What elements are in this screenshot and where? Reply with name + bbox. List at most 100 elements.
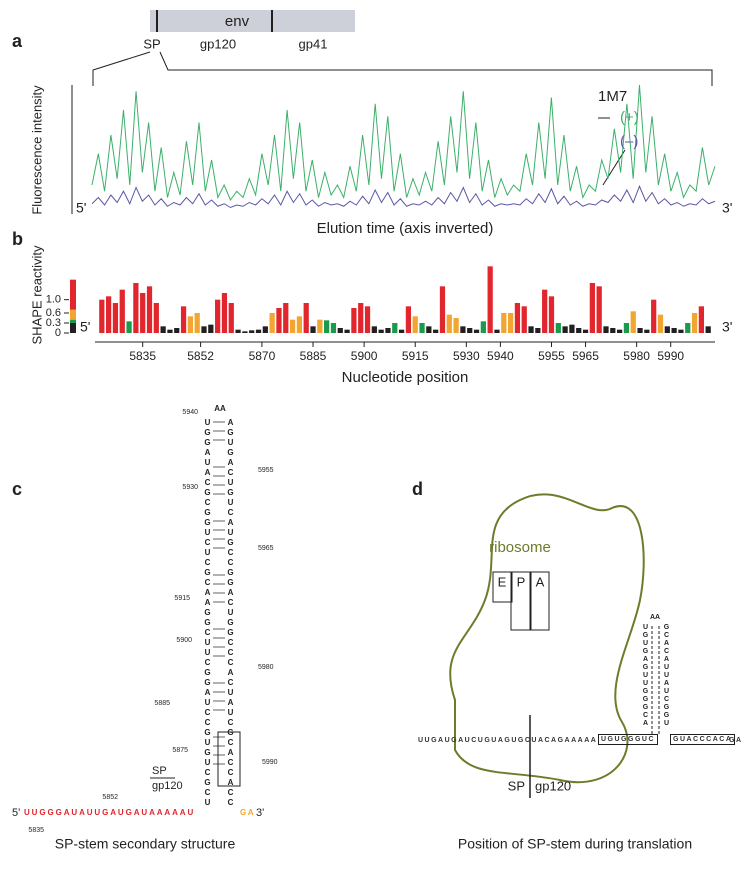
gene-title: env bbox=[225, 13, 250, 30]
color-key bbox=[70, 309, 76, 320]
bar bbox=[242, 331, 248, 333]
bar bbox=[276, 308, 282, 333]
caption: Position of SP-stem during translation bbox=[458, 836, 692, 852]
bar bbox=[398, 329, 405, 333]
position-label: 5835 bbox=[28, 827, 44, 834]
y-axis-title: Fluorescence intensity bbox=[29, 85, 44, 215]
bar bbox=[405, 306, 412, 333]
bar bbox=[371, 326, 377, 333]
bar bbox=[208, 324, 214, 333]
x-tick-label: 5990 bbox=[657, 349, 684, 363]
gene-segment: gp120 bbox=[200, 36, 236, 51]
bar bbox=[392, 323, 398, 333]
y-tick-label: 1.0 bbox=[46, 294, 61, 306]
bar bbox=[616, 329, 623, 333]
bar bbox=[358, 303, 364, 333]
end-label: 3' bbox=[722, 200, 732, 216]
position-label: 5980 bbox=[258, 664, 274, 671]
y-tick-label: 0.6 bbox=[46, 307, 61, 319]
bar bbox=[501, 313, 507, 333]
bar bbox=[133, 283, 139, 333]
panel-label: a bbox=[12, 31, 23, 51]
x-tick-label: 5870 bbox=[249, 349, 276, 363]
bar bbox=[528, 326, 534, 333]
y-tick-label: 0.3 bbox=[46, 317, 61, 329]
color-key bbox=[70, 323, 76, 333]
x-tick-label: 5980 bbox=[623, 349, 650, 363]
loop: AA bbox=[214, 404, 226, 413]
bar bbox=[426, 326, 432, 333]
x-tick-label: 5940 bbox=[487, 349, 514, 363]
bar bbox=[664, 326, 670, 333]
gp120-label: gp120 bbox=[535, 778, 571, 793]
bar bbox=[651, 299, 657, 333]
bar bbox=[657, 314, 664, 333]
bar bbox=[460, 326, 466, 333]
x-tick-label: 5835 bbox=[129, 349, 156, 363]
position-label: 5900 bbox=[176, 637, 192, 644]
bar bbox=[106, 296, 112, 333]
bar bbox=[623, 323, 630, 333]
bar bbox=[330, 323, 337, 333]
bar bbox=[637, 328, 643, 333]
bar bbox=[446, 314, 452, 333]
legend-label: (–) bbox=[620, 133, 638, 150]
bar bbox=[167, 329, 173, 333]
bar bbox=[582, 329, 589, 333]
bar bbox=[555, 323, 561, 333]
stem-strand: AGUGACUGUCAUGCCGGACUGGCCCACUAUCGCACCACC bbox=[226, 418, 235, 808]
position-label: 5852 bbox=[102, 794, 118, 801]
color-key bbox=[70, 279, 76, 310]
gene-segment: SP bbox=[143, 36, 160, 51]
bar bbox=[698, 306, 704, 333]
bar bbox=[439, 286, 446, 333]
caption: SP-stem secondary structure bbox=[55, 836, 236, 852]
bar bbox=[187, 316, 194, 333]
panel-label: d bbox=[412, 479, 423, 499]
bar bbox=[296, 316, 303, 333]
bar bbox=[685, 323, 691, 333]
x-tick-label: 5885 bbox=[300, 349, 327, 363]
x-tick-label: 5930 bbox=[453, 349, 480, 363]
site-label: P bbox=[517, 574, 526, 589]
sequence: GA bbox=[729, 737, 743, 744]
position-label: 5940 bbox=[182, 409, 198, 416]
y-tick-label: 0 bbox=[55, 327, 61, 339]
boxed-sequence: UGUGGGUC bbox=[598, 734, 658, 745]
site-box bbox=[510, 571, 532, 631]
bar bbox=[119, 289, 125, 333]
trace bbox=[91, 84, 716, 202]
bar bbox=[221, 293, 228, 333]
bar bbox=[324, 320, 330, 333]
x-tick-label: 5900 bbox=[351, 349, 378, 363]
bar bbox=[473, 329, 480, 333]
bar bbox=[317, 319, 323, 333]
bar bbox=[126, 321, 132, 333]
bar bbox=[140, 293, 146, 333]
bar bbox=[548, 296, 555, 333]
panel-label: c bbox=[12, 479, 22, 499]
trace bbox=[91, 184, 716, 209]
bar bbox=[644, 329, 650, 333]
bar bbox=[201, 326, 207, 333]
x-axis-title: Nucleotide position bbox=[342, 369, 469, 386]
bar bbox=[542, 289, 548, 333]
position-label: 5885 bbox=[154, 700, 170, 707]
stem-strand: UGUGAGUUGGGCA bbox=[642, 624, 649, 728]
bar bbox=[589, 283, 595, 333]
position-label: 5875 bbox=[172, 747, 188, 754]
bar bbox=[160, 326, 166, 333]
bar bbox=[174, 328, 180, 333]
end-label: 5' bbox=[76, 200, 86, 216]
position-label: 5965 bbox=[258, 545, 274, 552]
bar bbox=[678, 329, 684, 333]
bar bbox=[180, 306, 187, 333]
end-label: 5' bbox=[12, 807, 20, 819]
bar bbox=[630, 311, 636, 333]
bar bbox=[249, 330, 255, 333]
position-label: 5915 bbox=[174, 595, 190, 602]
pointer bbox=[602, 149, 626, 186]
bar bbox=[576, 328, 582, 333]
color-key bbox=[70, 319, 76, 323]
